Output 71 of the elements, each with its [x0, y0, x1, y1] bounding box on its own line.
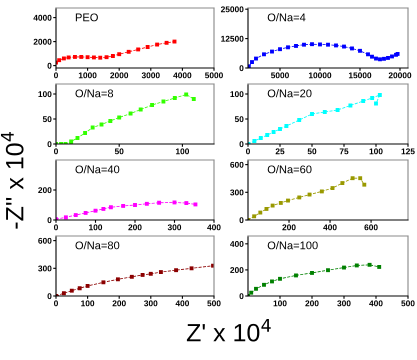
y-tick-label: 0: [240, 65, 244, 72]
x-tick-label: 300: [337, 300, 351, 306]
chart-title: O/Na=4: [268, 13, 306, 22]
x-tick-label: 500: [401, 300, 415, 306]
x-tick-label: 2000: [110, 72, 128, 78]
x-tick-label: 100: [81, 300, 94, 306]
x-tick-label: 5000: [270, 72, 289, 78]
y-tick-label: 2000: [34, 38, 52, 45]
x-tick-label: 600: [364, 224, 378, 230]
chart-title: O/Na=8: [75, 89, 114, 98]
y-tick-label: 600: [230, 162, 244, 168]
x-tick-label: 100: [89, 224, 102, 230]
y-tick-label: 0: [48, 141, 52, 148]
x-tick-label: 200: [305, 300, 319, 306]
y-tick-label: 300: [230, 190, 244, 196]
x-tick-label: 1000: [78, 72, 97, 78]
x-tick-label: 125: [402, 148, 415, 154]
x-tick-label: 5000: [204, 72, 223, 78]
y-tick-label: 50: [234, 116, 244, 122]
y-tick-label: 0: [48, 62, 52, 69]
x-tick-label: 0: [54, 300, 58, 306]
y-tick-label: 12500: [221, 36, 244, 42]
x-tick-label: 400: [369, 300, 383, 306]
chart-title: PEO: [76, 13, 98, 22]
x-tick-label: 200: [282, 224, 296, 230]
y-tick-label: 100: [230, 91, 244, 98]
x-tick-label: 300: [144, 300, 158, 306]
y-tick-label: 200: [230, 267, 244, 274]
x-tick-label: 200: [128, 224, 142, 230]
x-tick-label: 0: [246, 148, 250, 154]
y-tick-label: 200: [38, 187, 52, 194]
y-tick-label: 0: [240, 293, 244, 300]
y-tick-label: 600: [38, 238, 52, 244]
x-tick-label: 4000: [173, 72, 192, 78]
x-tick-label: 0: [54, 72, 58, 78]
y-tick-label: 0: [48, 217, 52, 224]
x-tick-label: 0: [54, 224, 58, 230]
x-tick-label: 400: [323, 224, 337, 230]
x-tick-label: 400: [207, 224, 221, 230]
chart-title: O/Na=20: [268, 89, 312, 98]
x-tick-label: 300: [168, 224, 182, 230]
x-tick-label: 100: [274, 300, 287, 306]
y-tick-label: 100: [38, 91, 52, 98]
chart-title: O/Na=100: [268, 241, 318, 250]
y-axis-title: -Z'' x 10$^{4}$: [0, 132, 24, 229]
x-tick-label: 100: [176, 148, 190, 154]
chart-title: O/Na=80: [75, 241, 120, 250]
x-tick-label: 3000: [142, 72, 160, 78]
y-tick-label: 25000: [220, 6, 244, 12]
x-tick-label: 50: [114, 148, 124, 154]
y-tick-label: 0: [240, 141, 244, 148]
x-tick-label: 10000: [308, 72, 332, 78]
y-tick-label: 0: [48, 293, 52, 300]
y-tick-label: 50: [42, 116, 52, 122]
x-tick-label: 500: [207, 300, 221, 306]
chart-title: O/Na=60: [268, 165, 312, 174]
x-tick-label: 100: [370, 148, 383, 154]
x-tick-label: 50: [308, 148, 316, 154]
x-tick-label: 15000: [348, 72, 372, 78]
x-tick-label: 25: [276, 148, 284, 154]
y-tick-label: 4000: [33, 14, 52, 21]
y-tick-label: 400: [230, 241, 244, 247]
x-tick-label: 0: [54, 148, 58, 154]
y-tick-label: 300: [38, 266, 52, 272]
x-tick-label: 200: [112, 300, 126, 306]
y-tick-label: 0: [240, 217, 244, 224]
x-tick-label: 75: [340, 148, 348, 154]
x-tick-label: 400: [176, 300, 190, 306]
x-axis-title: Z' x 10$^{4}$: [186, 318, 271, 342]
x-tick-label: 20000: [388, 72, 412, 78]
chart-title: O/Na=40: [75, 165, 120, 174]
